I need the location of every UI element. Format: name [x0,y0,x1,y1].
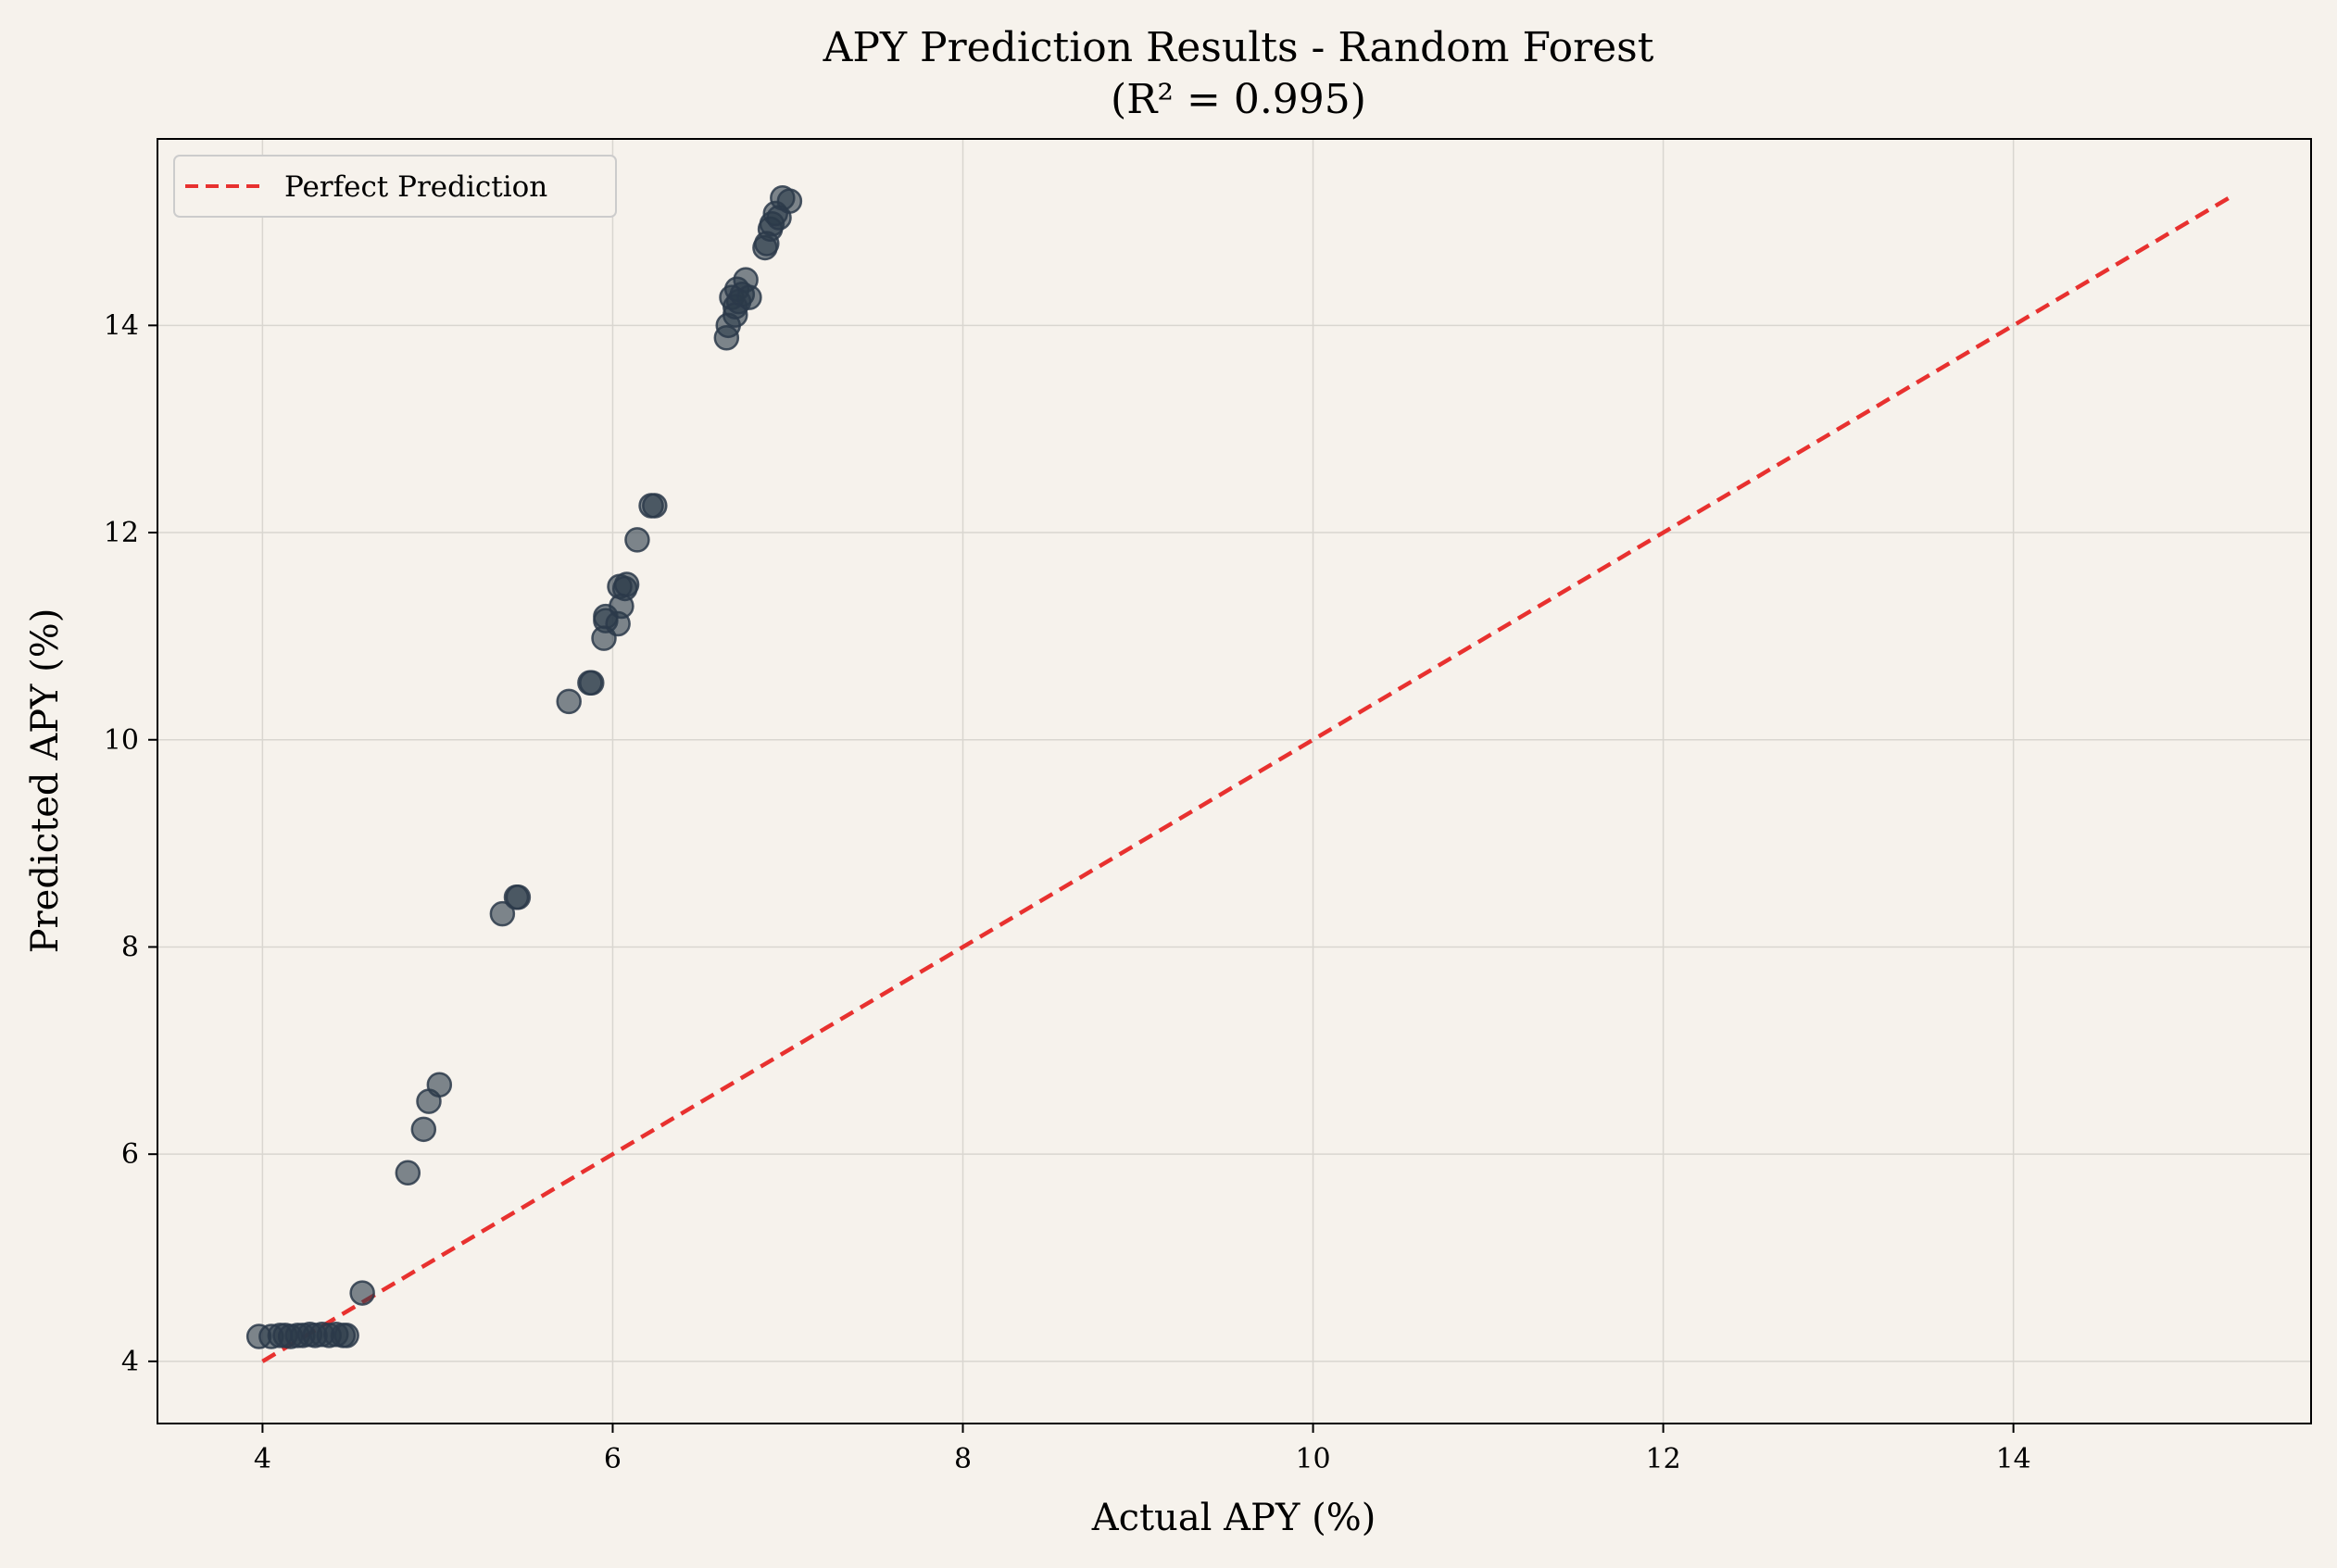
data-point [349,1280,375,1306]
data-point [624,527,650,553]
data-point [505,884,532,910]
x-tick-label: 14 [1996,1443,2031,1475]
y-tick-label: 10 [104,724,139,757]
data-point [333,1323,359,1348]
x-axis-ticks: 4 6 8 10 12 14 [254,1424,2031,1475]
plot-frame [157,138,2312,1424]
plot-area [157,139,2311,1424]
chart-subtitle: (R² = 0.995) [1111,76,1366,123]
perfect-prediction-layer [261,194,2234,1363]
y-tick-label: 12 [104,517,139,549]
y-tick-label: 14 [104,309,139,342]
data-point [556,688,582,715]
data-point [613,571,640,597]
legend-label: Perfect Prediction [284,170,547,204]
x-tick-label: 12 [1646,1443,1681,1475]
data-point [579,670,605,696]
data-point [489,900,516,927]
x-axis-label: Actual APY (%) [1091,1497,1376,1539]
data-point [410,1116,437,1143]
y-tick-label: 8 [121,931,139,963]
y-tick-label: 6 [121,1138,139,1171]
legend-box [173,155,617,218]
data-point [642,493,668,519]
data-point [395,1160,421,1186]
legend: Perfect Prediction [173,155,617,218]
y-tick-label: 4 [121,1346,139,1378]
data-point [426,1072,453,1098]
chart-title: APY Prediction Results - Random Forest [823,24,1654,71]
y-axis-ticks: 4 6 8 10 12 14 [104,309,157,1378]
data-point [776,188,803,214]
x-tick-label: 10 [1295,1443,1330,1475]
x-tick-label: 6 [604,1443,622,1475]
x-tick-label: 8 [954,1443,972,1475]
x-tick-label: 4 [254,1443,271,1475]
data-point [736,284,762,310]
y-axis-label: Predicted APY (%) [24,608,67,954]
perfect-prediction-line [261,194,2234,1363]
data-points [245,185,803,1349]
grid [157,139,2311,1424]
